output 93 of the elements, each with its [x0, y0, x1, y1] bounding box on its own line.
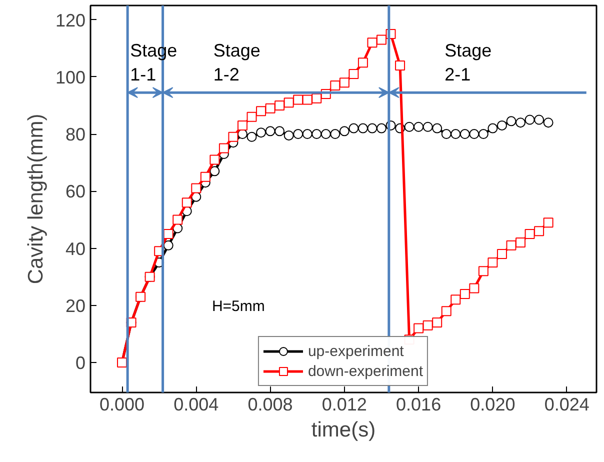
point [469, 283, 480, 294]
annotation: Stage 2-1 [444, 40, 492, 84]
point [210, 154, 220, 165]
point [422, 122, 433, 132]
point [293, 129, 304, 140]
point [460, 129, 470, 140]
point [478, 266, 488, 276]
x-tick-label: 0.024 [544, 394, 590, 414]
point [274, 126, 285, 136]
point [488, 258, 498, 268]
point [256, 106, 266, 116]
point [441, 306, 452, 316]
point [376, 123, 386, 134]
point [395, 60, 406, 70]
point [506, 240, 516, 250]
point [256, 128, 266, 138]
legend-label: down-experiment [308, 362, 424, 380]
x-axis-title: time(s) [311, 418, 376, 442]
x-tick-label: 0.000 [99, 394, 145, 414]
y-axis-title: Cavity length(mm) [24, 114, 48, 284]
point [320, 129, 331, 140]
point [534, 114, 544, 125]
point [246, 132, 257, 142]
point [414, 323, 424, 334]
point [339, 78, 350, 88]
y-tick-label: 80 [65, 124, 86, 145]
y-tick-label: 0 [75, 353, 86, 374]
point [218, 143, 229, 154]
y-tick-label: 40 [65, 238, 86, 259]
point [210, 166, 220, 176]
point [432, 318, 442, 328]
point [488, 123, 498, 134]
point [302, 94, 312, 105]
point [228, 132, 238, 142]
point [506, 116, 516, 126]
point [182, 198, 192, 208]
point [265, 103, 276, 114]
point [284, 130, 294, 140]
point [348, 69, 359, 80]
point [496, 120, 507, 130]
point [358, 123, 368, 134]
x-tick-label: 0.012 [322, 394, 367, 414]
point [312, 129, 322, 140]
point [441, 129, 452, 140]
point [293, 94, 304, 105]
point [496, 248, 507, 259]
point [367, 38, 378, 48]
point [450, 129, 461, 140]
point [172, 214, 183, 225]
y-tick-label: 20 [65, 296, 86, 316]
point [524, 228, 535, 239]
point [450, 294, 461, 305]
point [246, 112, 257, 122]
point [191, 183, 202, 194]
point [200, 172, 210, 182]
point [358, 58, 368, 68]
y-tick-label: 120 [55, 10, 86, 30]
point [543, 118, 554, 128]
point [367, 123, 378, 134]
point [516, 238, 526, 248]
point [302, 129, 312, 140]
point [543, 218, 554, 228]
point [348, 123, 359, 134]
point [163, 240, 174, 250]
point [330, 129, 340, 140]
point [265, 126, 276, 136]
point [414, 122, 424, 132]
x-tick-label: 0.008 [248, 394, 293, 414]
point [284, 98, 294, 108]
point [376, 34, 386, 45]
point [237, 120, 248, 130]
point [274, 100, 285, 110]
point [312, 93, 322, 104]
point [524, 114, 535, 125]
point [339, 126, 350, 136]
y-tick-label: 100 [55, 67, 86, 88]
point [478, 129, 488, 140]
x-tick-label: 0.016 [396, 394, 442, 414]
point [516, 118, 526, 128]
point [432, 123, 442, 134]
point [469, 129, 480, 140]
annotation: H=5mm [212, 298, 265, 316]
legend-label: up-experiment [308, 342, 404, 360]
point [163, 228, 174, 239]
point [460, 288, 470, 299]
x-tick-label: 0.020 [470, 394, 516, 414]
x-tick-label: 0.004 [174, 394, 219, 414]
point [534, 226, 544, 236]
point [330, 80, 340, 90]
point [422, 320, 433, 330]
y-tick-label: 60 [65, 182, 86, 202]
point [404, 122, 414, 132]
annotation: Stage 1-2 [213, 40, 260, 84]
